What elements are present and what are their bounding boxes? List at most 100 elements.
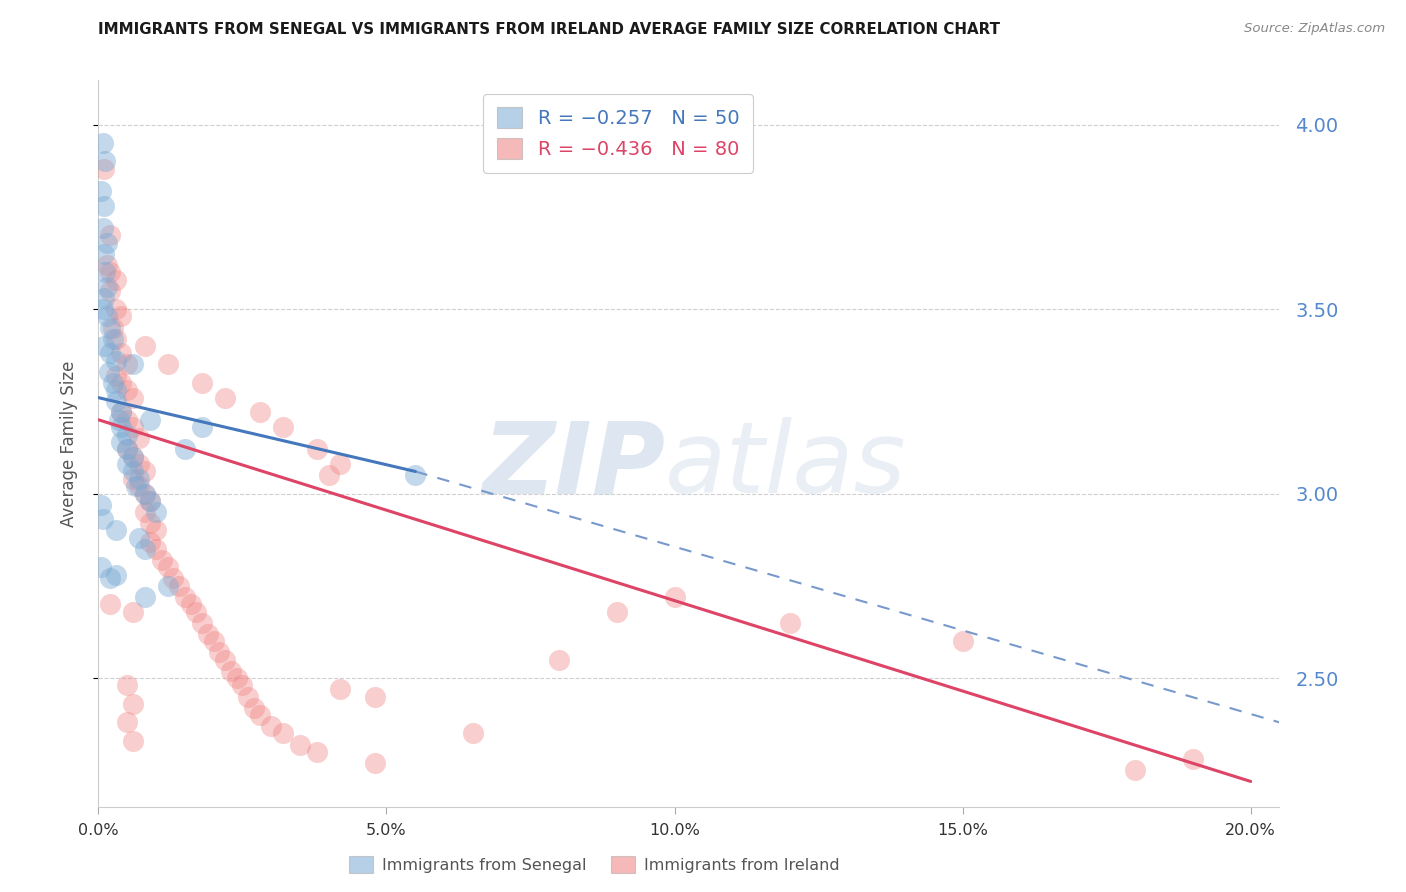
Point [96, 258, 118, 272]
Point [167, 579, 190, 593]
Point [186, 605, 208, 619]
Point [243, 700, 266, 714]
Point [214, 391, 236, 405]
Text: IMMIGRANTS FROM SENEGAL VS IMMIGRANTS FROM IRELAND AVERAGE FAMILY SIZE CORRELATI: IMMIGRANTS FROM SENEGAL VS IMMIGRANTS FR… [98, 22, 1001, 37]
Point [1125, 764, 1147, 778]
Point [156, 358, 179, 372]
Point [307, 745, 329, 759]
Point [156, 560, 179, 574]
Point [125, 479, 148, 493]
Point [115, 384, 138, 398]
Point [134, 486, 156, 500]
Point [122, 358, 145, 372]
Point [162, 572, 184, 586]
Point [115, 457, 138, 471]
Point [110, 310, 132, 324]
Point [271, 726, 294, 740]
Point [318, 468, 340, 483]
Point [101, 332, 124, 346]
Point [219, 664, 242, 678]
Point [115, 358, 138, 372]
Point [606, 605, 628, 619]
Point [548, 653, 571, 667]
Point [364, 690, 387, 704]
Point [329, 457, 352, 471]
Point [214, 653, 236, 667]
Point [104, 353, 127, 368]
Point [191, 615, 214, 630]
Point [122, 697, 145, 711]
Point [96, 310, 118, 324]
Point [98, 346, 121, 360]
Point [93, 161, 115, 176]
Point [197, 627, 219, 641]
Point [122, 465, 145, 479]
Point [134, 339, 156, 353]
Point [98, 320, 121, 334]
Point [90, 184, 112, 198]
Point [96, 280, 118, 294]
Point [97, 365, 120, 379]
Text: Source: ZipAtlas.com: Source: ZipAtlas.com [1244, 22, 1385, 36]
Point [94, 265, 117, 279]
Point [202, 634, 225, 648]
Point [461, 726, 484, 740]
Point [225, 671, 247, 685]
Point [122, 391, 145, 405]
Point [145, 541, 167, 556]
Point [191, 420, 214, 434]
Point [128, 479, 150, 493]
Point [271, 420, 294, 434]
Point [139, 494, 162, 508]
Point [98, 265, 121, 279]
Y-axis label: Average Family Size: Average Family Size [59, 360, 77, 527]
Point [288, 738, 311, 752]
Point [145, 524, 167, 538]
Point [122, 605, 145, 619]
Point [104, 368, 127, 383]
Point [104, 301, 127, 316]
Point [122, 450, 145, 464]
Text: ZIP: ZIP [482, 417, 665, 514]
Point [107, 413, 129, 427]
Point [128, 457, 150, 471]
Point [122, 734, 145, 748]
Point [98, 572, 121, 586]
Point [307, 442, 329, 457]
Point [173, 442, 195, 457]
Point [90, 498, 112, 512]
Point [104, 567, 127, 582]
Point [173, 590, 195, 604]
Point [145, 505, 167, 519]
Point [110, 405, 132, 419]
Point [404, 468, 426, 483]
Point [110, 434, 132, 449]
Point [93, 199, 115, 213]
Text: atlas: atlas [665, 417, 907, 514]
Point [110, 405, 132, 419]
Point [180, 597, 202, 611]
Point [91, 301, 114, 316]
Point [208, 645, 231, 659]
Point [115, 427, 138, 442]
Point [110, 346, 132, 360]
Point [122, 450, 145, 464]
Point [1182, 752, 1205, 766]
Point [329, 682, 352, 697]
Point [150, 553, 173, 567]
Point [231, 678, 253, 692]
Point [128, 531, 150, 545]
Point [238, 690, 260, 704]
Point [110, 420, 132, 434]
Point [104, 394, 127, 409]
Point [115, 442, 138, 457]
Point [139, 494, 162, 508]
Point [260, 719, 283, 733]
Point [104, 524, 127, 538]
Point [94, 154, 117, 169]
Legend: Immigrants from Senegal, Immigrants from Ireland: Immigrants from Senegal, Immigrants from… [343, 850, 846, 880]
Point [96, 235, 118, 250]
Point [104, 384, 127, 398]
Point [139, 516, 162, 530]
Point [134, 465, 156, 479]
